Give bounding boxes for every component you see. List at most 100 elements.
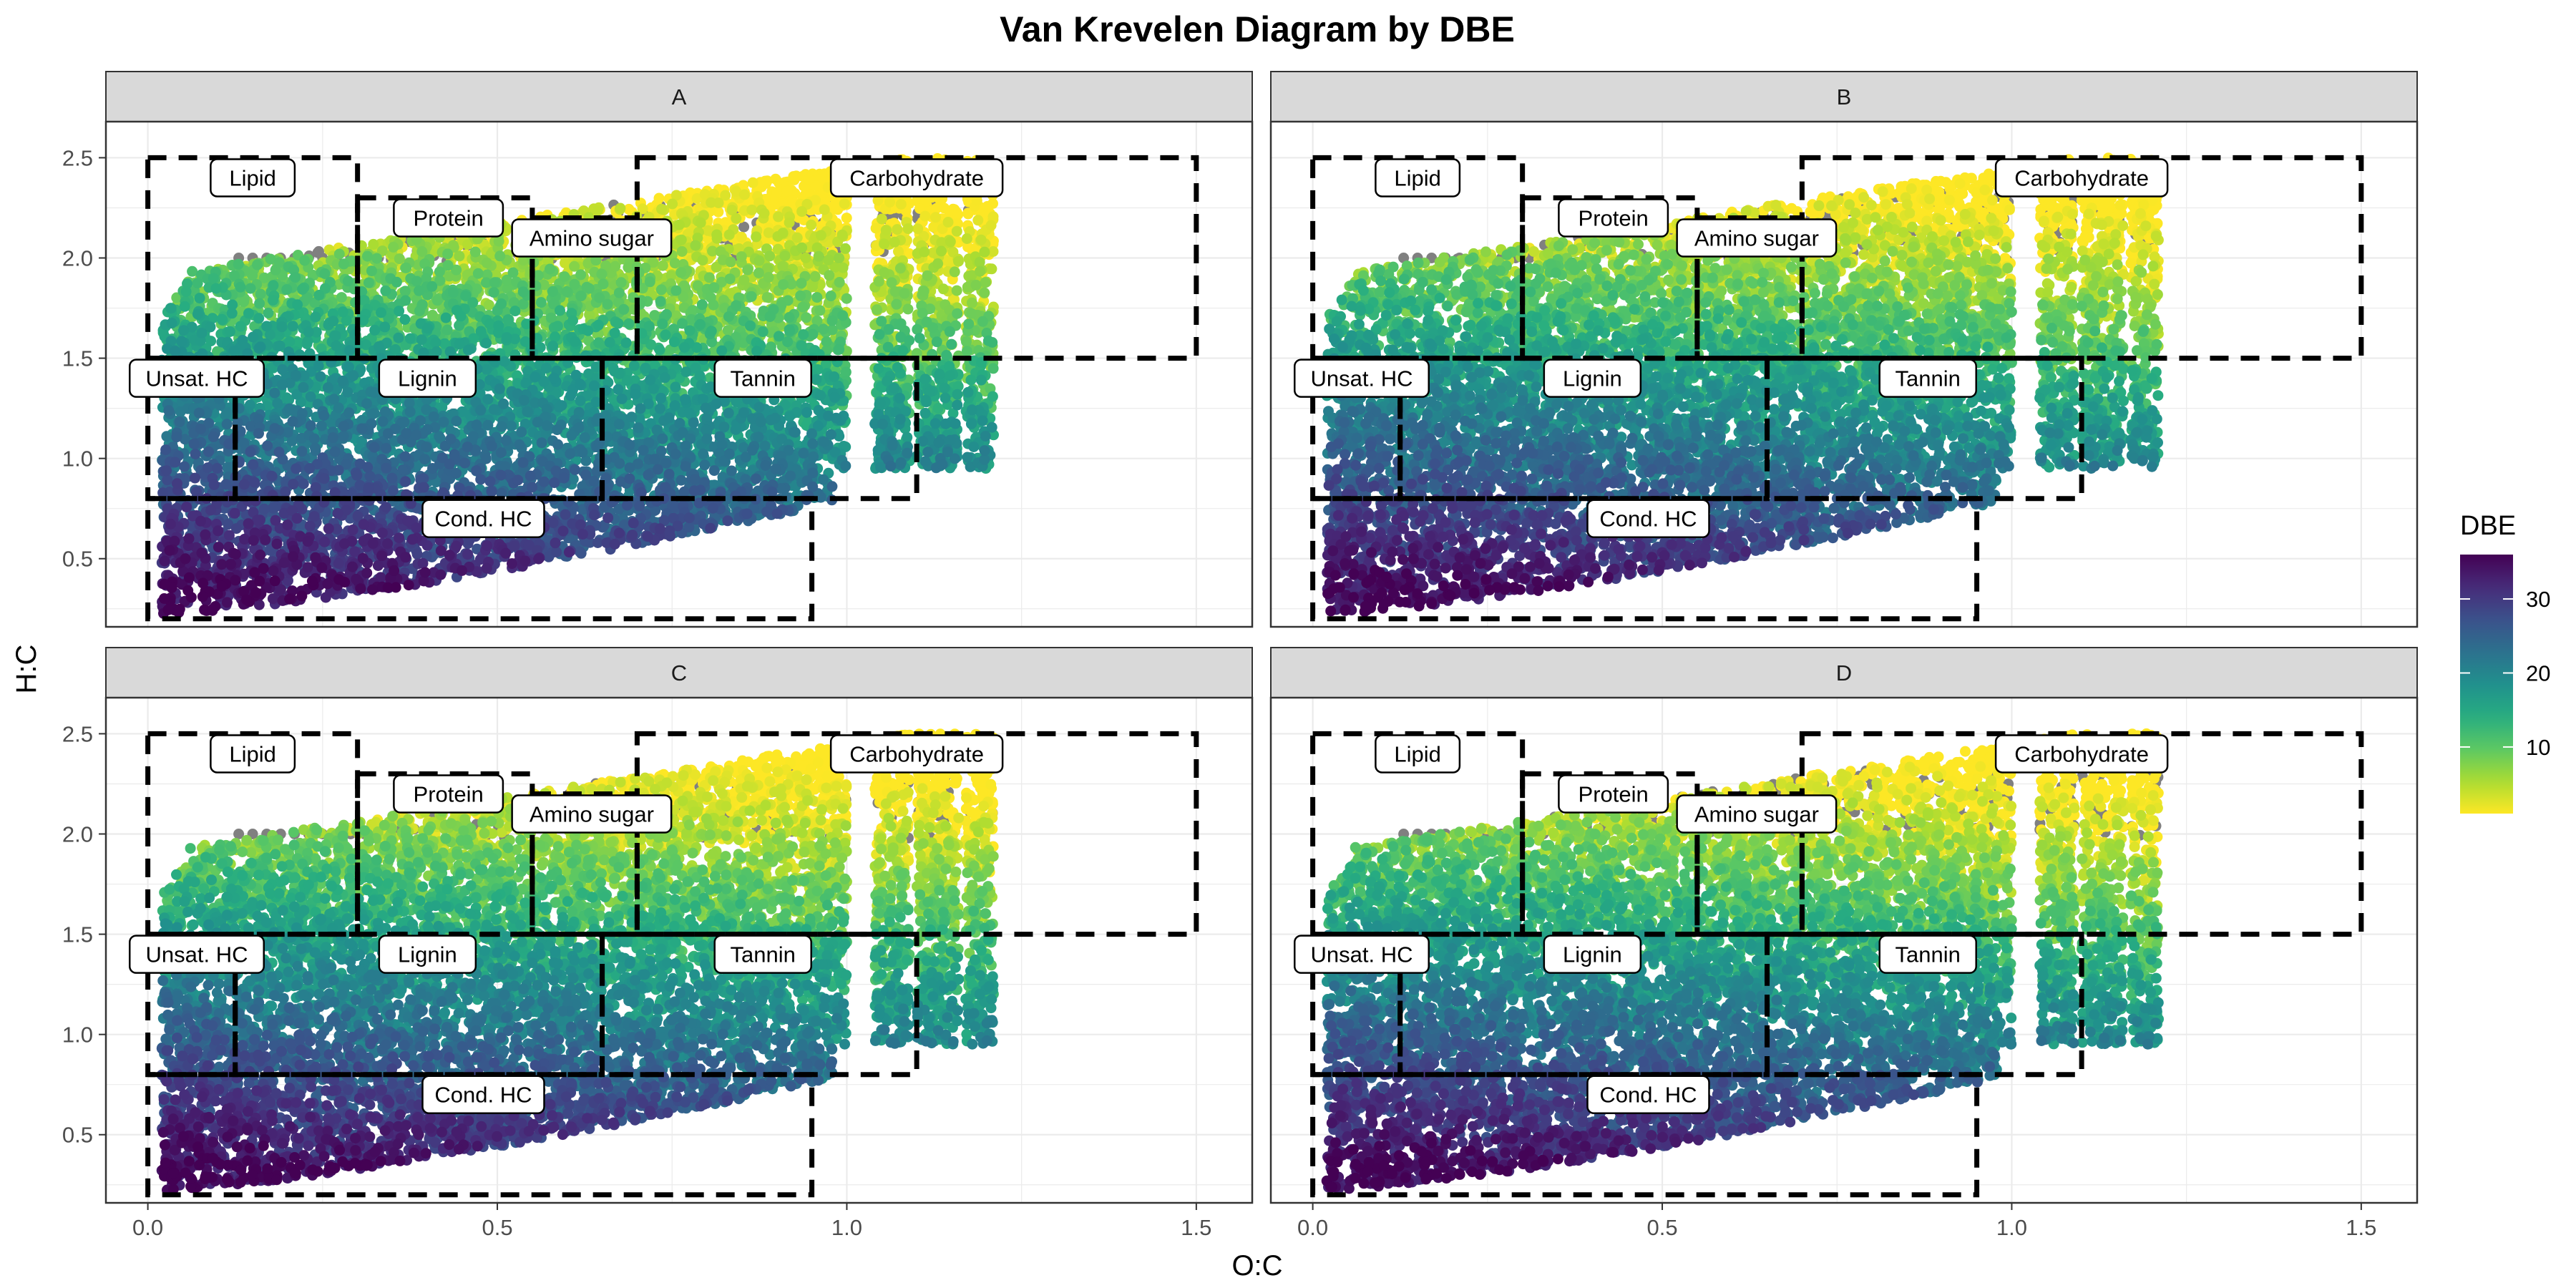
data-point xyxy=(934,369,945,380)
data-point xyxy=(313,290,325,301)
data-point xyxy=(975,374,987,386)
data-point xyxy=(742,264,753,275)
data-point xyxy=(623,318,635,329)
data-point xyxy=(559,271,570,283)
data-point xyxy=(930,212,942,223)
data-point xyxy=(939,382,950,394)
data-point xyxy=(746,204,758,215)
data-point xyxy=(552,321,563,332)
data-point xyxy=(400,295,411,306)
data-point xyxy=(894,319,905,331)
data-point xyxy=(965,374,977,386)
data-point xyxy=(811,374,822,385)
data-point xyxy=(951,285,962,296)
data-point xyxy=(233,258,244,270)
data-point xyxy=(469,246,481,258)
data-point xyxy=(615,277,627,288)
data-point xyxy=(894,263,906,274)
data-point xyxy=(604,337,615,348)
data-point xyxy=(944,370,955,381)
data-point xyxy=(376,307,386,318)
data-point xyxy=(208,273,219,284)
data-point xyxy=(980,277,991,288)
data-point xyxy=(416,246,428,257)
data-point xyxy=(441,324,453,336)
data-point xyxy=(975,234,987,245)
data-point xyxy=(560,258,570,269)
data-point xyxy=(921,316,932,328)
data-point xyxy=(707,245,718,257)
data-point xyxy=(485,249,497,260)
data-point xyxy=(966,297,977,308)
data-point xyxy=(974,256,985,268)
data-point xyxy=(961,336,972,347)
data-point xyxy=(977,316,988,327)
data-point xyxy=(891,298,902,310)
data-point xyxy=(884,196,895,208)
data-point xyxy=(738,221,750,233)
data-point xyxy=(811,180,821,192)
data-point xyxy=(767,195,779,205)
data-point xyxy=(745,320,756,331)
data-point xyxy=(431,295,443,306)
data-point xyxy=(800,252,811,263)
data-point xyxy=(952,308,963,319)
data-point xyxy=(798,329,809,340)
data-point xyxy=(834,343,845,355)
data-point xyxy=(665,270,677,281)
data-point xyxy=(281,284,293,296)
data-point xyxy=(192,278,203,289)
data-point xyxy=(966,270,977,281)
data-point xyxy=(825,291,836,302)
data-point xyxy=(706,326,717,337)
data-point xyxy=(764,250,776,262)
data-point xyxy=(982,335,994,346)
data-point xyxy=(796,278,807,289)
data-point xyxy=(953,255,964,267)
data-point xyxy=(952,209,964,220)
data-point xyxy=(987,246,999,257)
data-point xyxy=(764,311,776,322)
data-point xyxy=(547,286,558,297)
data-point xyxy=(545,263,555,275)
data-point xyxy=(494,250,506,262)
data-point xyxy=(620,337,632,348)
data-point xyxy=(670,190,682,201)
data-point xyxy=(253,313,265,324)
data-point xyxy=(179,301,190,312)
data-point xyxy=(872,195,884,206)
data-point xyxy=(931,203,942,214)
data-point xyxy=(602,298,613,310)
data-point xyxy=(731,300,742,311)
data-point xyxy=(670,285,682,296)
data-point xyxy=(806,281,818,293)
data-point xyxy=(824,270,835,281)
data-point xyxy=(920,195,932,207)
data-point xyxy=(235,321,246,332)
data-point xyxy=(747,177,758,188)
data-point xyxy=(755,177,766,188)
data-point xyxy=(422,323,434,334)
data-point xyxy=(841,213,852,224)
data-point xyxy=(751,231,762,243)
data-point xyxy=(668,336,680,348)
data-point xyxy=(582,325,594,336)
data-point xyxy=(399,314,411,325)
data-point xyxy=(442,248,454,260)
data-point xyxy=(706,197,717,208)
data-point xyxy=(447,287,459,298)
data-point xyxy=(268,295,278,306)
data-point xyxy=(826,315,838,326)
chart-title: Van Krevelen Diagram by DBE xyxy=(1000,9,1515,49)
data-point xyxy=(673,219,685,230)
data-point xyxy=(695,318,706,330)
data-point xyxy=(936,245,947,257)
data-point xyxy=(613,368,625,379)
data-point xyxy=(986,263,997,275)
data-point xyxy=(914,203,925,214)
data-point xyxy=(535,297,547,308)
data-point xyxy=(931,336,942,348)
data-point xyxy=(653,192,665,204)
